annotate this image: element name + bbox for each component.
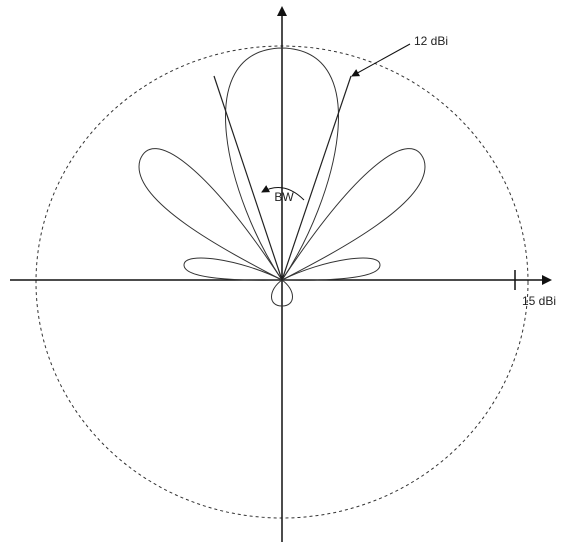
side-lobe (138, 148, 284, 282)
main-lobe (225, 47, 339, 281)
beamwidth-label: BW (274, 190, 294, 204)
back-lobe (271, 279, 293, 307)
minor-lobe (183, 257, 283, 281)
beamwidth-arc (261, 185, 305, 201)
circle-gain-label: 15 dBi (522, 294, 556, 308)
beamwidth-line (213, 75, 283, 281)
side-lobe (280, 148, 426, 282)
minor-lobe (281, 257, 381, 281)
beamwidth-line (281, 75, 352, 281)
callout-arrow (351, 43, 411, 77)
lobe-gain-label: 12 dBi (414, 34, 448, 48)
